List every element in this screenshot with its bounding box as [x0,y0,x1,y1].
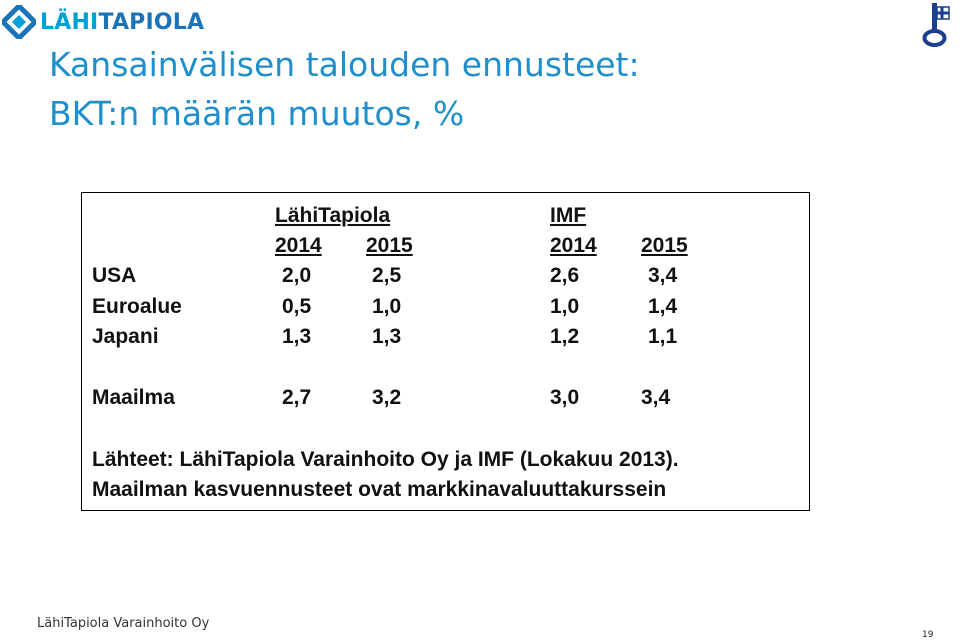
page-title: Kansainvälisen talouden ennusteet: BKT:n… [49,40,640,138]
table-cell: 1,0 [372,295,402,318]
footer-company: LähiTapiola Varainhoito Oy [37,616,210,631]
table-cell: 2,6 [550,264,580,287]
year-header: 2015 [366,234,413,257]
table-cell: 1,3 [282,325,312,348]
year-header: 2014 [550,234,597,257]
header-imf: IMF [550,204,587,227]
source-note-line-1: Lähteet: LähiTapiola Varainhoito Oy ja I… [92,448,679,471]
row-label-euroalue: Euroalue [92,295,182,318]
year-header: 2014 [275,234,322,257]
forecast-table-box [81,192,810,511]
year-header: 2015 [641,234,688,257]
table-cell: 1,1 [648,325,678,348]
table-cell: 3,4 [648,264,678,287]
table-cell: 2,5 [372,264,402,287]
table-cell: 2,0 [282,264,312,287]
table-cell: 2,7 [282,386,312,409]
table-cell: 3,4 [641,386,671,409]
table-cell: 1,4 [648,295,678,318]
table-cell: 0,5 [282,295,312,318]
row-label-usa: USA [92,264,137,287]
table-cell: 1,3 [372,325,402,348]
key-flag-icon [922,3,950,47]
diamond-logo-icon [2,5,36,39]
table-cell: 1,0 [550,295,580,318]
title-line-1: Kansainvälisen talouden ennusteet: [49,45,640,84]
brand-logo: LÄHITAPIOLA [2,3,204,41]
title-line-2: BKT:n määrän muutos, % [49,94,465,133]
row-label-maailma: Maailma [92,386,175,409]
brand-name-part2: TAPIOLA [98,9,205,35]
row-label-japani: Japani [92,325,159,348]
brand-name-part1: LÄHI [40,9,99,35]
page-number: 19 [922,630,934,640]
table-cell: 1,2 [550,325,580,348]
brand-wordmark: LÄHITAPIOLA [40,10,204,35]
source-note-line-2: Maailman kasvuennusteet ovat markkinaval… [92,478,667,501]
table-cell: 3,0 [550,386,580,409]
header-lahitapiola: LähiTapiola [275,204,391,227]
table-cell: 3,2 [372,386,402,409]
